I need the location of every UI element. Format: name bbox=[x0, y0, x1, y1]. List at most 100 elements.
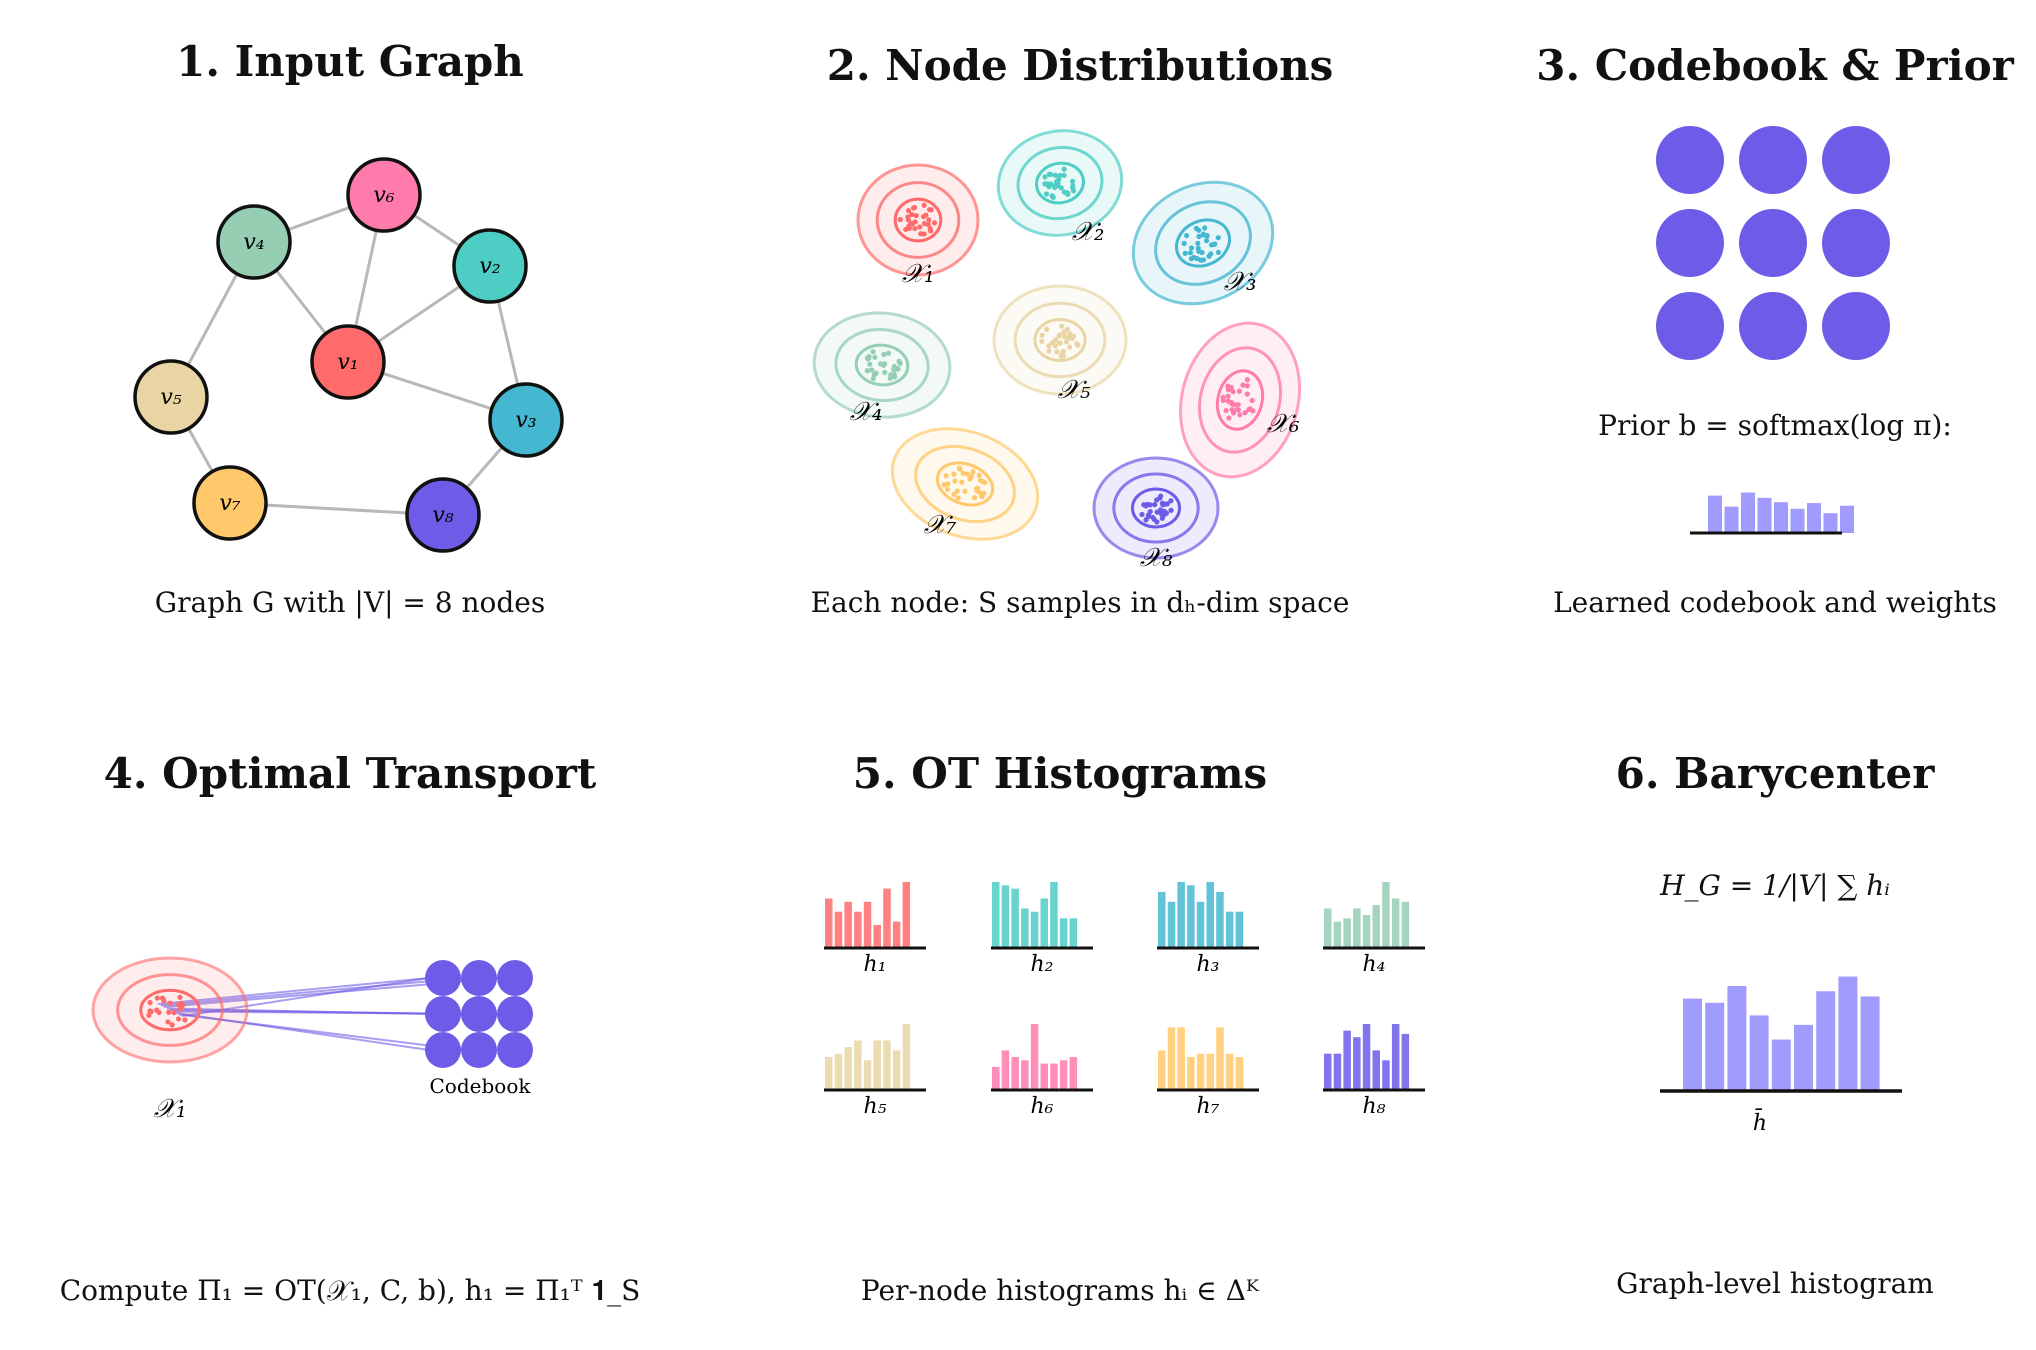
histogram-v7: h₇ bbox=[1157, 1027, 1259, 1119]
panel2-caption: Each node: S samples in dₕ-dim space bbox=[811, 586, 1350, 619]
graph-node-v6: v₆ bbox=[346, 157, 422, 233]
histogram-bar bbox=[825, 1057, 833, 1090]
sample-point bbox=[1046, 348, 1052, 354]
contour-inner bbox=[1035, 161, 1085, 205]
panel3-title: 3. Codebook & Prior bbox=[1536, 41, 2014, 90]
panel2-title: 2. Node Distributions bbox=[827, 41, 1334, 90]
contour-inner bbox=[1130, 487, 1182, 529]
histogram-bar bbox=[1225, 911, 1234, 948]
histogram-label: h₇ bbox=[1197, 1094, 1220, 1119]
node-label: v₆ bbox=[373, 183, 394, 208]
histogram-label: h₄ bbox=[1363, 952, 1386, 977]
histogram-bar bbox=[844, 901, 852, 948]
sample-point bbox=[926, 207, 933, 213]
codebook-entry bbox=[1739, 126, 1807, 194]
sample-point bbox=[1057, 172, 1063, 179]
histogram-bar bbox=[1040, 1063, 1048, 1090]
sample-point bbox=[885, 350, 892, 356]
sample-point bbox=[1188, 245, 1195, 251]
node-circle bbox=[452, 228, 528, 304]
sample-point bbox=[1065, 191, 1071, 197]
sample-point bbox=[867, 361, 873, 367]
sample-point bbox=[1183, 232, 1190, 239]
distribution-label: 𝒳₂ bbox=[1072, 217, 1105, 247]
sample-point bbox=[1039, 338, 1045, 344]
histogram-v3: h₃ bbox=[1157, 882, 1259, 977]
histogram-bar bbox=[1362, 1024, 1371, 1090]
sample-point bbox=[959, 479, 965, 485]
barycenter-bar bbox=[1838, 976, 1858, 1091]
panel1-caption: Graph G with |V| = 8 nodes bbox=[155, 586, 546, 619]
distribution-label: 𝒳₈ bbox=[1140, 543, 1173, 573]
sample-point bbox=[1161, 512, 1167, 518]
sample-point bbox=[1206, 253, 1212, 259]
sample-point bbox=[1054, 349, 1060, 355]
sample-point bbox=[1052, 184, 1058, 191]
contour-inner bbox=[1033, 317, 1087, 363]
sample-point bbox=[1159, 500, 1166, 506]
histogram-bar bbox=[902, 882, 911, 948]
prior-bar bbox=[1807, 503, 1821, 533]
histogram-bar bbox=[1206, 1053, 1214, 1090]
sample-point bbox=[869, 367, 875, 373]
sample-point bbox=[927, 225, 933, 232]
sample-point bbox=[954, 488, 960, 494]
barycenter-bar bbox=[1771, 1039, 1791, 1091]
histogram-bar bbox=[1216, 891, 1224, 948]
ot-distribution bbox=[91, 956, 249, 1064]
histogram-label: h₆ bbox=[1031, 1094, 1054, 1119]
graph-node-v3: v₃ bbox=[488, 382, 564, 458]
panel4-caption: Compute Π₁ = OT(𝒳₁, C, b), h₁ = Π₁ᵀ 𝟏_S bbox=[60, 1274, 641, 1307]
distribution-label: 𝒳₇ bbox=[924, 510, 957, 540]
sample-point bbox=[1244, 377, 1250, 383]
sample-point bbox=[910, 205, 917, 211]
sample-point bbox=[1060, 350, 1066, 356]
sample-point bbox=[893, 366, 899, 372]
contour-inner bbox=[1175, 218, 1231, 268]
histogram-bar bbox=[863, 1060, 872, 1090]
histogram-v8: h₈ bbox=[1323, 1024, 1425, 1119]
histogram-v2: h₂ bbox=[991, 882, 1093, 977]
sample-point bbox=[1052, 172, 1058, 178]
panel3-caption: Learned codebook and weights bbox=[1553, 586, 1997, 619]
ot-contour-outer bbox=[91, 956, 249, 1064]
sample-point bbox=[962, 488, 968, 494]
distribution-label: 𝒳₃ bbox=[1224, 267, 1257, 297]
ot-codebook-entry bbox=[425, 996, 461, 1032]
sample-point bbox=[905, 214, 911, 220]
histogram-bar bbox=[1001, 1050, 1010, 1090]
sample-point bbox=[921, 220, 928, 227]
sample-point bbox=[1044, 326, 1050, 332]
histogram-v1: h₁ bbox=[824, 882, 926, 977]
sample-point bbox=[872, 354, 878, 360]
node-label: v₂ bbox=[479, 254, 500, 279]
graph-node-v8: v₈ bbox=[405, 477, 481, 553]
prior-bar bbox=[1757, 497, 1772, 533]
ot-sample-point bbox=[171, 1010, 177, 1016]
histogram-bar bbox=[1021, 908, 1029, 948]
transport-line bbox=[178, 1013, 466, 1051]
sample-point bbox=[1200, 232, 1206, 238]
node-label: v₇ bbox=[219, 491, 240, 516]
histogram-bar bbox=[1333, 1053, 1342, 1090]
sample-point bbox=[918, 231, 924, 237]
histogram-bar bbox=[883, 888, 891, 948]
distribution-v6 bbox=[1178, 321, 1302, 479]
sample-point bbox=[864, 368, 870, 374]
histogram-v6: h₆ bbox=[991, 1024, 1093, 1119]
prior-histogram bbox=[1690, 492, 1854, 535]
graph-node-v4: v₄ bbox=[216, 204, 292, 280]
barycenter-bar bbox=[1683, 998, 1702, 1091]
histogram-bar bbox=[902, 1024, 911, 1090]
contour-middle bbox=[1198, 346, 1282, 454]
prior-bar bbox=[1774, 502, 1788, 533]
panel6-caption: Graph-level histogram bbox=[1616, 1267, 1934, 1300]
prior-bar bbox=[1790, 508, 1805, 533]
histogram-bar bbox=[1167, 901, 1176, 948]
ot-sample-point bbox=[169, 1022, 175, 1028]
ot-codebook bbox=[425, 960, 533, 1068]
distribution-v8 bbox=[1092, 456, 1220, 560]
contour-inner bbox=[854, 343, 910, 387]
ot-sample-point bbox=[166, 1009, 172, 1015]
